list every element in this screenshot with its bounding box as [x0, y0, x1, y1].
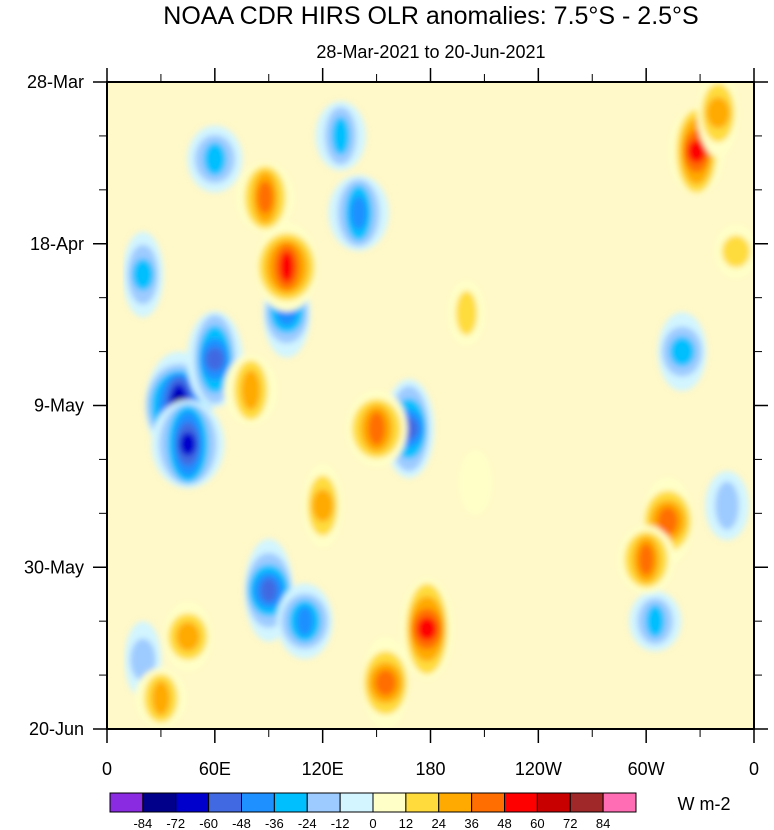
- anomaly-contour: [203, 142, 226, 176]
- colorbar-swatch: [405, 792, 440, 813]
- colorbar-label: -12: [331, 816, 350, 830]
- colorbar-label: -48: [232, 816, 251, 830]
- anomaly-contour: [331, 116, 350, 156]
- y-tick-label: 28-Mar: [27, 72, 84, 92]
- anomaly-feature: [163, 601, 213, 673]
- anomaly-contour: [375, 669, 396, 696]
- colorbar-swatch: [438, 792, 473, 813]
- anomaly-feature: [458, 449, 493, 516]
- anomaly-contour: [645, 604, 665, 638]
- colorbar-swatch: [569, 792, 604, 813]
- anomaly-contour: [130, 638, 156, 681]
- anomaly-contour: [657, 507, 678, 535]
- x-tick-label: 120E: [302, 759, 344, 779]
- colorbar-label: 0: [369, 816, 376, 830]
- anomaly-feature: [235, 161, 295, 234]
- colorbar-swatch: [175, 792, 210, 813]
- anomaly-contour: [312, 489, 334, 522]
- anomaly-feature: [135, 667, 187, 729]
- anomaly-contour: [151, 680, 170, 716]
- x-tick-label: 60W: [628, 759, 665, 779]
- anomaly-contour: [350, 195, 367, 230]
- x-tick-label: 60E: [199, 759, 231, 779]
- anomaly-contour: [205, 347, 225, 371]
- colorbar-swatch: [471, 792, 505, 813]
- anomaly-feature: [315, 101, 366, 171]
- colorbar-swatch: [372, 792, 407, 813]
- anomaly-contour: [638, 543, 654, 576]
- colorbar-label: -60: [199, 816, 218, 830]
- anomaly-feature: [361, 636, 410, 729]
- x-tick-label: 0: [749, 759, 759, 779]
- colorbar-swatch: [602, 792, 637, 813]
- anomaly-feature: [399, 577, 454, 681]
- anomaly-feature: [151, 399, 225, 489]
- anomaly-contour: [721, 235, 751, 268]
- anomaly-feature: [629, 591, 682, 652]
- anomaly-feature: [447, 279, 486, 347]
- anomaly-feature: [276, 583, 333, 659]
- colorbar-swatch: [273, 792, 308, 813]
- colorbar-swatch: [339, 792, 374, 813]
- anomaly-contour: [132, 258, 154, 291]
- colorbar-swatch: [504, 792, 538, 813]
- anomaly-feature: [657, 312, 707, 391]
- colorbar-label: -84: [133, 816, 152, 830]
- anomaly-feature: [697, 82, 739, 158]
- anomaly-feature: [346, 389, 408, 468]
- anomaly-feature: [302, 463, 344, 548]
- colorbar-label: 48: [497, 816, 511, 830]
- anomaly-contour: [279, 251, 294, 283]
- anomaly-contour: [458, 449, 493, 516]
- colorbar-swatch: [109, 792, 144, 813]
- colorbar-label: 24: [432, 816, 446, 830]
- anomaly-contour: [368, 411, 386, 446]
- anomaly-contour: [176, 622, 200, 652]
- anomaly-contour: [241, 369, 261, 411]
- anomaly-contour: [257, 181, 273, 214]
- anomaly-contour: [179, 432, 197, 456]
- anomaly-contour: [296, 606, 314, 637]
- colorbar-label: 12: [399, 816, 413, 830]
- anomaly-contour: [687, 139, 706, 163]
- anomaly-feature: [187, 125, 243, 193]
- colorbar-swatch: [208, 792, 242, 813]
- colorbar-label: -36: [265, 816, 284, 830]
- anomaly-feature: [255, 222, 318, 312]
- colorbar-swatch: [306, 792, 341, 813]
- x-tick-label: 0: [102, 759, 112, 779]
- colorbar-label: -24: [298, 816, 317, 830]
- anomaly-contour: [669, 336, 695, 367]
- y-tick-label: 18-Apr: [30, 234, 84, 254]
- anomaly-contour: [706, 97, 730, 129]
- colorbar-label: 84: [596, 816, 610, 830]
- anomaly-feature: [617, 525, 676, 594]
- colorbar-swatch: [241, 792, 275, 813]
- anomaly-feature: [328, 175, 389, 251]
- anomaly-contour: [455, 290, 478, 336]
- colorbar-label: 60: [530, 816, 544, 830]
- chart-title: NOAA CDR HIRS OLR anomalies: 7.5°S - 2.5…: [163, 2, 698, 30]
- anomaly-feature: [713, 224, 754, 279]
- anomaly-contour: [715, 481, 739, 530]
- x-tick-label: 120W: [515, 759, 562, 779]
- colorbar-swatch: [142, 792, 177, 813]
- anomaly-contour: [417, 617, 437, 641]
- y-tick-label: 20-Jun: [29, 719, 84, 739]
- heatmap-field: [107, 82, 754, 729]
- y-tick-label: 30-May: [24, 557, 84, 577]
- colorbar-swatch: [536, 792, 571, 813]
- colorbar-label: 36: [464, 816, 478, 830]
- anomaly-feature: [705, 471, 749, 541]
- y-tick-label: 9-May: [34, 396, 84, 416]
- x-tick-label: 180: [415, 759, 445, 779]
- colorbar-unit: W m-2: [678, 794, 731, 814]
- colorbar-label: -72: [166, 816, 185, 830]
- anomaly-contour: [260, 578, 278, 603]
- chart-subtitle: 28-Mar-2021 to 20-Jun-2021: [316, 42, 545, 62]
- colorbar-label: 72: [563, 816, 577, 830]
- anomaly-feature: [224, 354, 278, 426]
- anomaly-feature: [122, 231, 164, 318]
